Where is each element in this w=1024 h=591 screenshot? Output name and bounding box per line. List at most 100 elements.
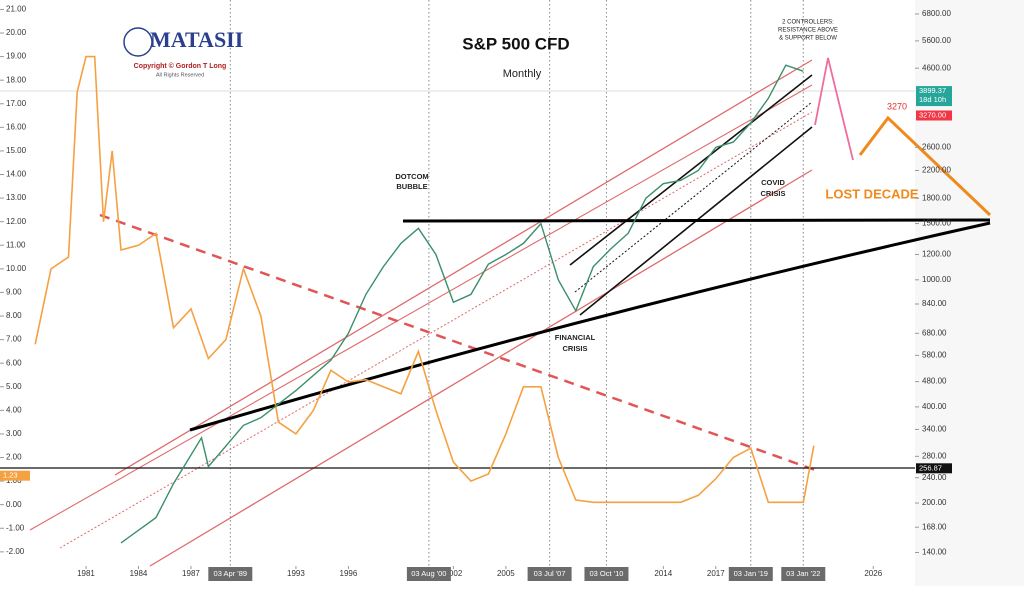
black-channel-mid [574, 101, 813, 293]
y2-tick-label: 280.00 [922, 451, 947, 460]
event-label-bg [208, 567, 253, 581]
y2-tick-label: 1200.00 [922, 250, 951, 259]
y-tick-label: 14.00 [6, 170, 27, 179]
event-label: 03 Oct '10 [589, 569, 623, 578]
y-tick-label: 16.00 [6, 122, 27, 131]
series-line [120, 64, 804, 544]
y2-tick-label: 2600.00 [922, 142, 951, 151]
y2-tick-label: 5600.00 [922, 36, 951, 45]
annotation: BUBBLE [396, 182, 427, 191]
y2-tick-label: 2200.00 [922, 166, 951, 175]
y-tick-label: 6.00 [6, 358, 22, 367]
y-tick-label: 20.00 [6, 28, 27, 37]
series-line [34, 55, 815, 504]
y-tick-label: 0.00 [6, 500, 22, 509]
price-badge-label: 3270.00 [919, 110, 946, 119]
y-tick-label: 9.00 [6, 288, 22, 297]
y2-tick-label: 140.00 [922, 548, 947, 557]
y2-tick-label: 168.00 [922, 522, 947, 531]
y2-tick-label: 6800.00 [922, 9, 951, 18]
x-tick-label: 2005 [497, 569, 515, 578]
channel-mid [59, 111, 813, 549]
y-tick-label: 19.00 [6, 52, 27, 61]
event-label-bg [406, 567, 451, 581]
y-tick-label: 18.00 [6, 75, 27, 84]
event-label: 03 Jan '19 [734, 569, 768, 578]
annotation: 2 CONTROLLERS: [782, 20, 834, 26]
dashed-downtrend [99, 213, 816, 472]
y-tick-label: 8.00 [6, 311, 22, 320]
logo-icon [123, 27, 153, 57]
annotation: RESISTANCE ABOVE [778, 28, 838, 34]
y2-tick-label: 200.00 [922, 498, 947, 507]
y-tick-label: 1.00 [6, 476, 22, 485]
x-tick-label: 2026 [864, 569, 882, 578]
logo-rights: All Rights Reserved [156, 72, 204, 78]
x-tick-label: 1993 [287, 569, 305, 578]
y2-tick-label: 240.00 [922, 473, 947, 482]
event-label-bg [781, 567, 826, 581]
price-badge [916, 463, 952, 474]
trend-lines [0, 57, 992, 567]
price-badge [0, 470, 30, 481]
x-tick-label: 2017 [707, 569, 725, 578]
pink-arrow [814, 57, 854, 161]
orange-arrow [858, 115, 992, 217]
y2-tick-label: 1500.00 [922, 219, 951, 228]
channel-inner [29, 84, 813, 531]
y-tick-label: 12.00 [6, 217, 27, 226]
y-tick-label: 4.00 [6, 405, 22, 414]
annotation: 3270 [887, 101, 907, 111]
y2-tick-label: 4600.00 [922, 63, 951, 72]
annotation: CRISIS [760, 189, 785, 198]
price-badge [916, 86, 952, 107]
event-label: 03 Apr '89 [214, 569, 248, 578]
annotation: DOTCOM [395, 172, 428, 181]
black-channel-upper [569, 74, 813, 266]
x-tick-label: 2014 [654, 569, 672, 578]
y2-tick-label: 1000.00 [922, 275, 951, 284]
resistance-line [402, 218, 991, 223]
y2-tick-label: 340.00 [922, 425, 947, 434]
y-tick-label: 21.00 [6, 5, 27, 14]
event-label-bg [728, 567, 773, 581]
x-tick-label: 1984 [130, 569, 148, 578]
annotation: LOST DECADE [825, 186, 919, 201]
price-badge-sub: 18d 10h [919, 95, 946, 104]
y-tick-label: 17.00 [6, 99, 27, 108]
y-tick-label: 15.00 [6, 146, 27, 155]
channel-upper [114, 59, 813, 476]
y-tick-label: 7.00 [6, 335, 22, 344]
logo-name: MATASII [150, 27, 243, 52]
y-tick-label: 11.00 [6, 240, 26, 249]
event-label: 03 Jul '07 [534, 569, 566, 578]
y-tick-label: 5.00 [6, 382, 22, 391]
y2-tick-label: 400.00 [922, 402, 947, 411]
price-badge-label: 1.23 [3, 471, 18, 480]
support-line [189, 221, 991, 432]
y-tick-label: 3.00 [6, 429, 22, 438]
event-label-bg [584, 567, 629, 581]
y-tick-label: 10.00 [6, 264, 27, 273]
price-badge-label: 256.87 [919, 463, 942, 472]
x-tick-label: 2002 [444, 569, 462, 578]
chart-title: S&P 500 CFD [462, 34, 569, 53]
annotation: & SUPPORT BELOW [779, 36, 837, 42]
chart-subtitle: Monthly [503, 68, 542, 80]
y-tick-label: 2.00 [6, 453, 22, 462]
y-tick-label: 13.00 [6, 193, 27, 202]
y2-tick-label: 840.00 [922, 299, 947, 308]
event-label: 03 Jan '22 [786, 569, 820, 578]
event-label: 03 Aug '00 [411, 569, 446, 578]
annotation: FINANCIAL [555, 333, 596, 342]
x-tick-label: 1996 [340, 569, 358, 578]
y-tick-label: -1.00 [6, 523, 25, 532]
y2-tick-label: 1800.00 [922, 193, 951, 202]
y-tick-label: -2.00 [6, 547, 25, 556]
logo: MATASII Copyright © Gordon T Long All Ri… [123, 27, 243, 78]
x-tick-label: 1987 [182, 569, 200, 578]
price-badge [916, 110, 952, 121]
y2-tick-label: 580.00 [922, 350, 947, 359]
logo-copyright: Copyright © Gordon T Long [134, 62, 227, 70]
